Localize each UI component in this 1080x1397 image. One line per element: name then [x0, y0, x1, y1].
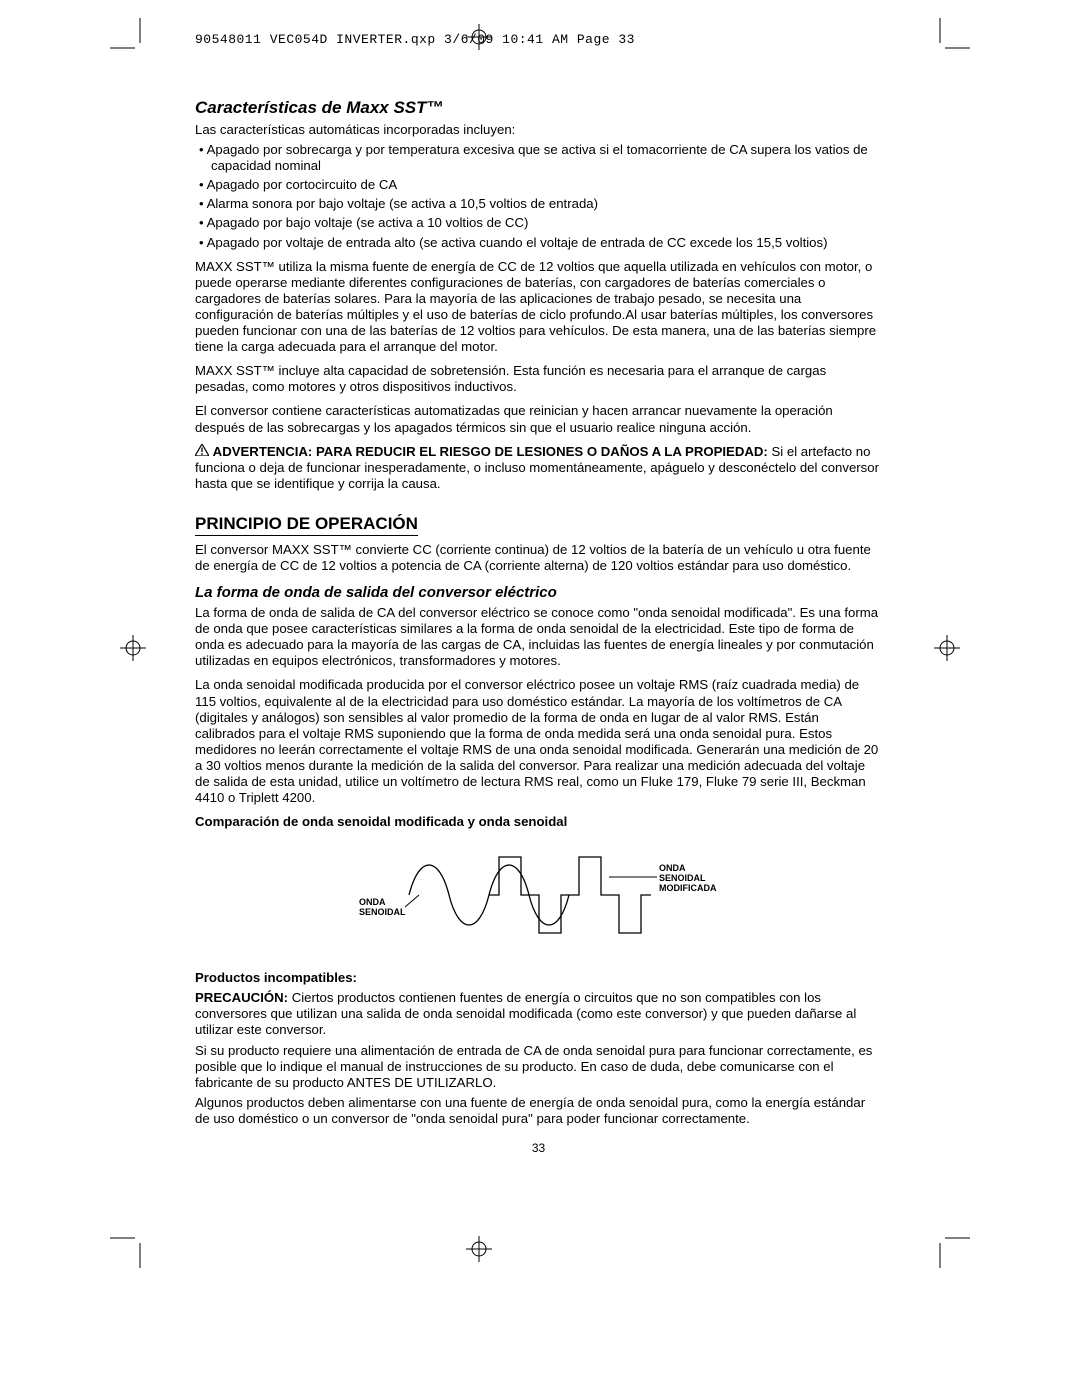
crop-bottom-left	[110, 1228, 150, 1268]
section2-title: PRINCIPIO DE OPERACIÓN	[195, 514, 418, 536]
reg-mark-right	[934, 635, 960, 661]
bullet-item: Apagado por cortocircuito de CA	[199, 177, 882, 193]
incompat-p2: Si su producto requiere una alimentación…	[195, 1043, 882, 1091]
crop-top-right	[930, 18, 970, 58]
page-number: 33	[195, 1141, 882, 1155]
bullet-item: Apagado por bajo voltaje (se activa a 10…	[199, 215, 882, 231]
section1-warning: ADVERTENCIA: PARA REDUCIR EL RIESGO DE L…	[195, 444, 882, 492]
wave-label-mod-l3: MODIFICADA	[659, 883, 717, 893]
warning-icon	[195, 444, 209, 460]
section1-title: Características de Maxx SST™	[195, 98, 882, 118]
print-header: 90548011 VEC054D INVERTER.qxp 3/6/09 10:…	[195, 32, 635, 47]
bullet-item: Apagado por voltaje de entrada alto (se …	[199, 235, 882, 251]
wave-label-sine-l1: ONDA	[359, 897, 386, 907]
reg-mark-bottom	[466, 1236, 492, 1262]
crop-bottom-right	[930, 1228, 970, 1268]
sub1-p1: La forma de onda de salida de CA del con…	[195, 605, 882, 669]
reg-mark-top	[466, 24, 492, 50]
compare-title: Comparación de onda senoidal modificada …	[195, 814, 882, 829]
reg-mark-left	[120, 635, 146, 661]
wave-comparison-figure: ONDA SENOIDAL ONDA SENOIDAL MODIFICADA	[195, 835, 882, 960]
warning-label: ADVERTENCIA: PARA REDUCIR EL RIESGO DE L…	[213, 444, 768, 459]
section1-bullets: Apagado por sobrecarga y por temperatura…	[195, 142, 882, 251]
sub1-title: La forma de onda de salida del conversor…	[195, 584, 882, 601]
incompat-p3: Algunos productos deben alimentarse con …	[195, 1095, 882, 1127]
incompat-p1: PRECAUCIÓN: Ciertos productos contienen …	[195, 990, 882, 1038]
incompat-title: Productos incompatibles:	[195, 970, 882, 986]
wave-label-sine-l2: SENOIDAL	[359, 907, 406, 917]
bullet-item: Apagado por sobrecarga y por temperatura…	[199, 142, 882, 174]
wave-label-mod-l2: SENOIDAL	[659, 873, 706, 883]
bullet-item: Alarma sonora por bajo voltaje (se activ…	[199, 196, 882, 212]
section2-p1: El conversor MAXX SST™ convierte CC (cor…	[195, 542, 882, 574]
section1-p3: El conversor contiene características au…	[195, 403, 882, 435]
section1-p2: MAXX SST™ incluye alta capacidad de sobr…	[195, 363, 882, 395]
wave-label-mod-l1: ONDA	[659, 863, 686, 873]
section1-intro: Las características automáticas incorpor…	[195, 122, 882, 138]
sub1-p2: La onda senoidal modificada producida po…	[195, 677, 882, 806]
section1-p1: MAXX SST™ utiliza la misma fuente de ene…	[195, 259, 882, 356]
crop-top-left	[110, 18, 150, 58]
page-content: Características de Maxx SST™ Las caracte…	[195, 98, 882, 1155]
